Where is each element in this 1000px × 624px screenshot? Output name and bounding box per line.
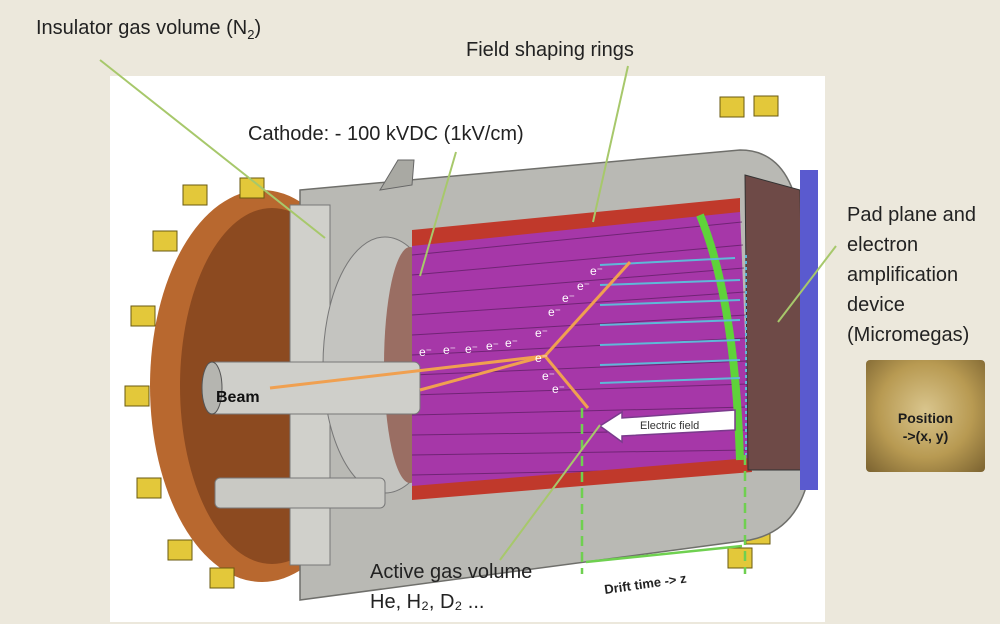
svg-text:e⁻: e⁻ xyxy=(548,305,561,319)
electric-field-arrow xyxy=(598,409,736,444)
svg-text:e⁻: e⁻ xyxy=(505,336,518,350)
field-rings-label: Field shaping rings xyxy=(466,39,634,61)
electric-field-label: Electric field xyxy=(640,420,699,432)
flange-clamps xyxy=(124,95,779,589)
position-xy-label: ->(x, y) xyxy=(902,428,949,444)
svg-text:e⁻: e⁻ xyxy=(542,369,555,383)
electrons: e⁻ e⁻ e⁻ e⁻ e⁻e⁻ e⁻e⁻ e⁻e⁻ e⁻e⁻ e⁻ xyxy=(419,264,603,396)
svg-text:e⁻: e⁻ xyxy=(577,279,590,293)
cathode-label: Cathode: - 100 kVDC (1kV/cm) xyxy=(248,123,524,145)
drift-dimension xyxy=(580,408,747,574)
position-label: Position xyxy=(897,410,954,426)
svg-text:e⁻: e⁻ xyxy=(590,264,603,278)
field-rings-red-top xyxy=(412,198,740,246)
insulator-gas-label: Insulator gas volume (N2) xyxy=(36,17,262,42)
anode-blue-plate xyxy=(800,170,818,490)
svg-text:e⁻: e⁻ xyxy=(419,345,432,359)
feedthrough xyxy=(214,477,386,509)
svg-text:e⁻: e⁻ xyxy=(562,291,575,305)
beam-pipe-end xyxy=(201,361,223,415)
beam-pipe xyxy=(209,361,421,415)
active-gas-label: Active gas volume xyxy=(370,561,533,583)
svg-text:e⁻: e⁻ xyxy=(535,326,548,340)
micromegas-photo: Position ->(x, y) xyxy=(866,360,985,472)
reaction-tracks xyxy=(269,260,632,409)
svg-text:e⁻: e⁻ xyxy=(465,342,478,356)
drift-field-lines xyxy=(599,257,741,384)
beam-label: Beam xyxy=(216,389,260,406)
svg-text:e⁻: e⁻ xyxy=(535,351,548,365)
lifting-lug xyxy=(379,159,415,191)
svg-text:e⁻: e⁻ xyxy=(486,339,499,353)
pad-plane xyxy=(744,174,806,471)
label-pointers xyxy=(99,59,837,561)
gases-label: He, H₂, D₂ ... xyxy=(370,591,485,613)
guard-ring-green xyxy=(696,213,744,461)
svg-text:e⁻: e⁻ xyxy=(443,343,456,357)
svg-text:e⁻: e⁻ xyxy=(552,382,565,396)
field-cage-ring-lines xyxy=(411,221,751,476)
pad-plane-label: Pad plane and electron amplification dev… xyxy=(847,204,977,346)
